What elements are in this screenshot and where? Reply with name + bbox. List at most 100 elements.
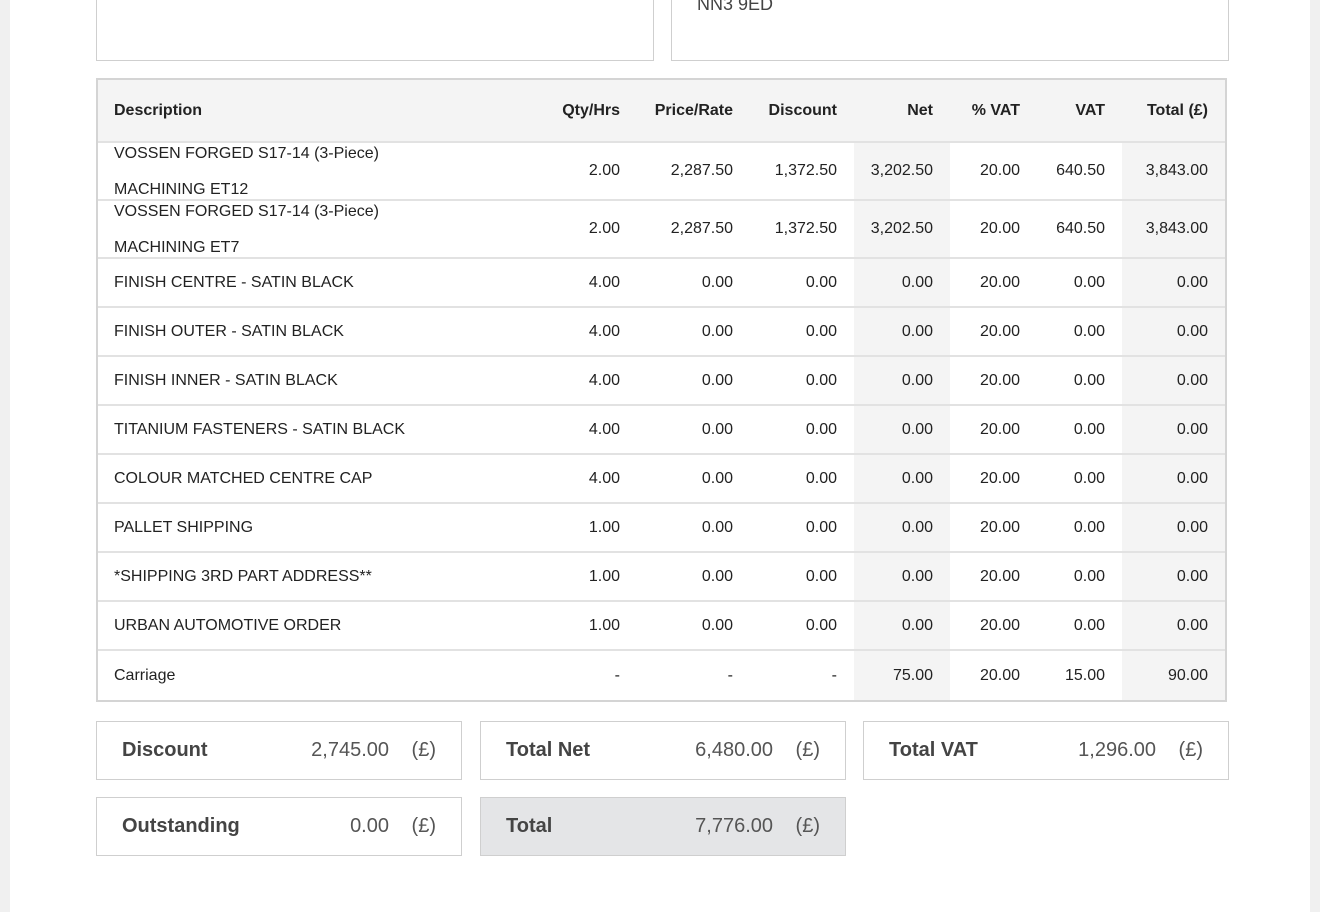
description-cell: *SHIPPING 3RD PART ADDRESS**: [98, 553, 545, 600]
value-cell: 1,372.50: [774, 220, 837, 237]
summary-unit: (£): [411, 739, 436, 761]
value-cell: -: [831, 666, 837, 684]
value-cell: 0.00: [1122, 259, 1225, 306]
line-items-table: Description Qty/Hrs Price/Rate Discount Net%…: [96, 78, 1227, 702]
item-row: COLOUR MATCHED CENTRE CAP 4.00 0.00 0.00 0.0…: [98, 455, 1225, 504]
description-cell: FINISH CENTRE - SATIN BLACK: [98, 259, 545, 306]
summary-value: 2,745.00: [311, 739, 389, 761]
description-line: MACHINING ET12: [114, 181, 249, 198]
value-cell: 2,287.50: [670, 162, 733, 179]
summary-value: 0.00: [350, 815, 389, 837]
summary-unit: (£): [795, 739, 820, 761]
description-cell: FINISH INNER - SATIN BLACK: [98, 357, 545, 404]
summary-label: Discount: [122, 739, 208, 761]
value-cell: 20.00: [979, 371, 1020, 389]
value-cell: 640.50: [1056, 220, 1105, 237]
value-cell: 0.00: [854, 553, 950, 600]
column-header: Description: [114, 101, 203, 119]
value-cell: 0.00: [1122, 602, 1225, 649]
value-cell: 0.00: [701, 371, 733, 389]
value-cell: 0.00: [1073, 371, 1105, 389]
column-header: Net: [907, 101, 933, 119]
value-cell: 0.00: [1073, 616, 1105, 634]
description-line: TITANIUM FASTENERS - SATIN BLACK: [114, 420, 405, 438]
column-header: Discount: [768, 101, 837, 119]
value-cell: 0.00: [854, 602, 950, 649]
value-cell: 4.00: [588, 420, 620, 438]
value-cell: 2,287.50: [670, 220, 733, 237]
description-cell: PALLET SHIPPING: [98, 504, 545, 551]
description-line: Carriage: [114, 666, 176, 684]
value-cell: 3,202.50: [854, 201, 950, 257]
description-line: MACHINING ET7: [114, 239, 240, 256]
summary-box: Total Net 6,480.00 (£): [480, 721, 846, 780]
value-cell: 0.00: [854, 504, 950, 551]
value-cell: 0.00: [701, 420, 733, 438]
item-row: FINISH CENTRE - SATIN BLACK 4.00 0.00 0.00 0…: [98, 259, 1225, 308]
header-row: Description Qty/Hrs Price/Rate Discount Net%…: [98, 80, 1225, 143]
value-cell: 3,202.50: [854, 143, 950, 199]
description-line: COLOUR MATCHED CENTRE CAP: [114, 469, 373, 487]
description-cell: Carriage: [98, 651, 545, 700]
address-line: NN3 9ED: [697, 0, 774, 14]
value-cell: 20.00: [979, 322, 1020, 340]
value-cell: 0.00: [854, 406, 950, 453]
description-line: *SHIPPING 3RD PART ADDRESS**: [114, 567, 372, 585]
description-cell: VOSSEN FORGED S17-14 (3-Piece) MACHINING …: [98, 143, 545, 199]
value-cell: 0.00: [854, 308, 950, 355]
summary-label: Total Net: [506, 739, 591, 761]
summary-box: Outstanding 0.00 (£): [96, 797, 462, 856]
value-cell: -: [727, 666, 733, 684]
value-cell: 0.00: [701, 616, 733, 634]
value-cell: 0.00: [854, 455, 950, 502]
column-header: Qty/Hrs: [562, 101, 620, 119]
value-cell: 0.00: [1122, 553, 1225, 600]
value-cell: 0.00: [701, 273, 733, 291]
summary-value: 7,776.00: [695, 815, 773, 837]
item-row: FINISH OUTER - SATIN BLACK 4.00 0.00 0.00 0.…: [98, 308, 1225, 357]
description-cell: TITANIUM FASTENERS - SATIN BLACK: [98, 406, 545, 453]
description-line: VOSSEN FORGED S17-14 (3-Piece): [114, 203, 379, 220]
value-cell: 20.00: [979, 162, 1020, 179]
value-cell: 0.00: [701, 567, 733, 585]
summary-box: Total VAT 1,296.00 (£): [863, 721, 1229, 780]
summary-box: Total 7,776.00 (£): [480, 797, 846, 856]
item-row: URBAN AUTOMOTIVE ORDER 1.00 0.00 0.00 0.00 20…: [98, 602, 1225, 651]
description-cell: COLOUR MATCHED CENTRE CAP: [98, 455, 545, 502]
description-cell: URBAN AUTOMOTIVE ORDER: [98, 602, 545, 649]
description-line: FINISH CENTRE - SATIN BLACK: [114, 273, 354, 291]
value-cell: 0.00: [854, 357, 950, 404]
value-cell: 0.00: [805, 567, 837, 585]
column-header: % VAT: [971, 101, 1020, 119]
value-cell: 0.00: [854, 259, 950, 306]
value-cell: 1.00: [588, 518, 620, 536]
summary-box: Discount 2,745.00 (£): [96, 721, 462, 780]
description-line: VOSSEN FORGED S17-14 (3-Piece): [114, 145, 379, 162]
value-cell: 0.00: [805, 518, 837, 536]
summary-unit: (£): [1178, 739, 1203, 761]
summary-value: 6,480.00: [695, 739, 773, 761]
value-cell: 0.00: [1073, 567, 1105, 585]
value-cell: 20.00: [979, 567, 1020, 585]
column-header: Total (£): [1146, 101, 1208, 119]
value-cell: 3,843.00: [1122, 143, 1225, 199]
value-cell: -: [614, 666, 620, 684]
value-cell: 0.00: [805, 469, 837, 487]
item-row: VOSSEN FORGED S17-14 (3-Piece) MACHINING …: [98, 201, 1225, 259]
value-cell: 0.00: [1073, 273, 1105, 291]
item-row: *SHIPPING 3RD PART ADDRESS** 1.00 0.00 0.00…: [98, 553, 1225, 602]
value-cell: 15.00: [1064, 666, 1105, 684]
value-cell: 90.00: [1122, 651, 1225, 700]
value-cell: 1.00: [588, 616, 620, 634]
value-cell: 4.00: [588, 469, 620, 487]
description-line: PALLET SHIPPING: [114, 518, 254, 536]
value-cell: 20.00: [979, 220, 1020, 237]
summary-value: 1,296.00: [1078, 739, 1156, 761]
item-row: VOSSEN FORGED S17-14 (3-Piece) MACHINING …: [98, 143, 1225, 201]
value-cell: 2.00: [588, 162, 620, 179]
value-cell: 2.00: [588, 220, 620, 237]
item-row: Carriage - - -75.00 20.00 15.00 90.00: [98, 651, 1225, 700]
address-box: [96, 0, 654, 61]
value-cell: 4.00: [588, 371, 620, 389]
